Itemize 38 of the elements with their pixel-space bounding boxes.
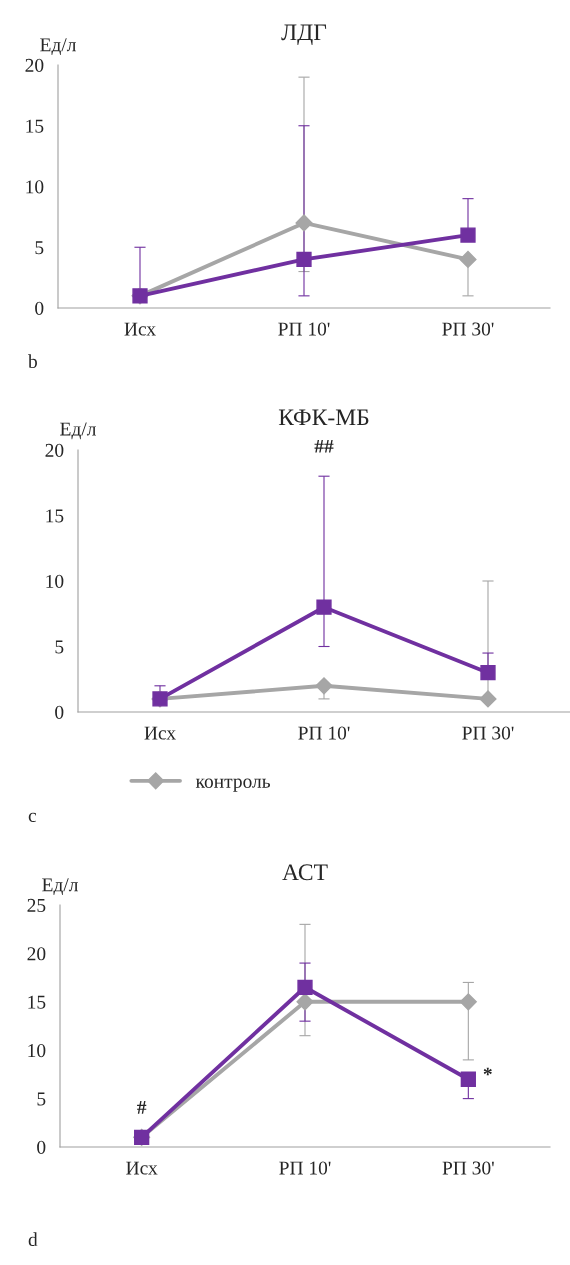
x-tick-label: РП 10' [278, 322, 330, 336]
y-tick-label: 5 [37, 1092, 46, 1106]
y-tick-label: 0 [55, 705, 64, 719]
chart-title: ЛДГ [281, 24, 327, 46]
y-axis-title: Ед/л [42, 878, 78, 895]
legend-label: контроль [195, 778, 271, 792]
x-tick-label: Исх [144, 726, 176, 740]
y-tick-label: 10 [26, 180, 44, 194]
y-tick-label: 10 [46, 574, 64, 588]
y-tick-label: 20 [45, 443, 64, 457]
annotation: # [137, 1101, 147, 1114]
x-tick-label: РП 10' [279, 1161, 331, 1175]
chart-title: АСТ [282, 864, 328, 881]
x-tick-label: РП 30' [442, 1161, 494, 1175]
y-tick-label: 15 [46, 509, 64, 523]
y-axis-title: Ед/л [60, 422, 96, 440]
chart-title: КФК-МБ [278, 409, 369, 425]
y-tick-label: 0 [37, 1140, 46, 1154]
y-tick-label: 5 [35, 241, 44, 255]
x-tick-label: РП 30' [442, 322, 494, 336]
y-tick-label: 10 [28, 1044, 46, 1058]
y-tick-label: 15 [26, 119, 44, 133]
y-axis-title: Ед/л [40, 38, 76, 55]
y-tick-label: 20 [27, 947, 46, 961]
y-tick-label: 25 [27, 898, 46, 912]
text: c [28, 812, 37, 823]
x-tick-label: Исх [124, 322, 156, 336]
x-tick-label: РП 10' [298, 726, 350, 740]
x-tick-label: РП 30' [462, 726, 514, 740]
text: d [28, 1232, 38, 1247]
annotation: ## [314, 439, 334, 453]
x-tick-label: Исх [126, 1161, 158, 1175]
y-tick-label: 15 [28, 995, 46, 1009]
annotation: * [483, 1067, 492, 1076]
y-tick-label: 20 [25, 58, 44, 72]
y-tick-label: 0 [35, 301, 44, 315]
text: b [28, 354, 37, 369]
y-tick-label: 5 [55, 640, 64, 654]
